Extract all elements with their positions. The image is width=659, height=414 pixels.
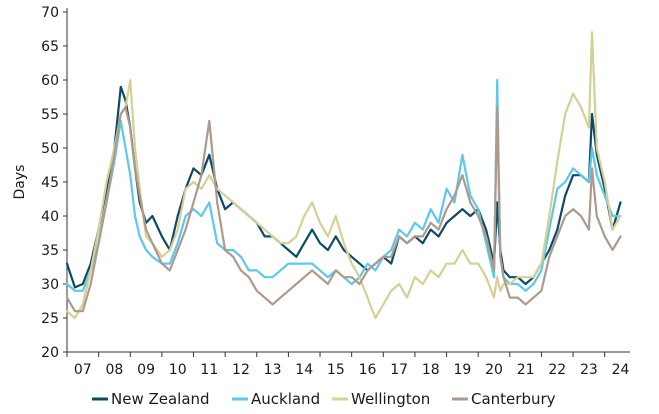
legend: New Zealand Auckland Wellington Canterbury [92,390,556,408]
axes: 20 25 30 35 40 45 50 55 60 65 70 07 08 09 10 11 12 13 14 15… [41,5,630,378]
x-tick-label: 17 [390,362,408,378]
y-tick-label: 25 [41,311,59,327]
y-tick-label: 60 [41,73,59,89]
x-tick-label: 22 [548,362,566,378]
y-tick-label: 45 [41,175,59,191]
y-tick-label: 65 [41,39,59,55]
series-line-new-zealand [65,85,622,289]
y-tick-label: 30 [41,277,59,293]
y-tick-label: 70 [41,5,59,21]
y-tick-label: 55 [41,107,59,123]
series-line-wellington [65,31,622,320]
legend-label: Auckland [251,390,320,408]
x-tick-label: 18 [422,362,440,378]
series-layer [65,31,622,320]
legend-label: Wellington [351,390,430,408]
x-tick-label: 08 [106,362,124,378]
y-axis-title: Days [12,165,28,200]
x-tick-label: 14 [295,362,313,378]
x-tick-label: 07 [74,362,92,378]
x-tick-label: 23 [580,362,598,378]
y-tick-label: 50 [41,141,59,157]
y-tick-label: 35 [41,243,59,259]
x-tick-label: 11 [200,362,218,378]
legend-label: New Zealand [111,390,210,408]
x-tick-label: 20 [485,362,503,378]
x-tick-label: 19 [453,362,471,378]
y-tick-label: 40 [41,209,59,225]
series-line-canterbury [65,106,622,313]
x-tick-label: 12 [232,362,250,378]
x-tick-label: 24 [612,362,630,378]
y-tick-label: 20 [41,345,59,361]
x-tick-label: 10 [169,362,187,378]
x-tick-label: 15 [327,362,345,378]
series-line-auckland [65,78,622,292]
x-tick-label: 09 [137,362,155,378]
x-tick-label: 13 [264,362,282,378]
x-tick-label: 16 [359,362,377,378]
x-tick-label: 21 [517,362,535,378]
legend-label: Canterbury [471,390,556,408]
